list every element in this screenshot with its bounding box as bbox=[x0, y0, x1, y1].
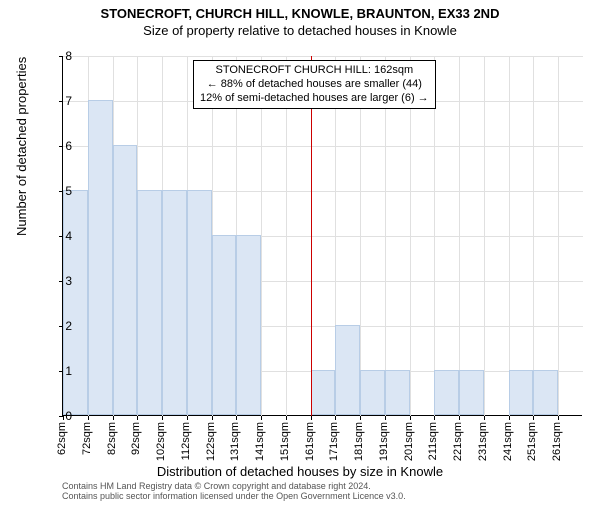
histogram-bar bbox=[236, 235, 261, 415]
xtick-label: 122sqm bbox=[205, 422, 217, 461]
xtick-label: 141sqm bbox=[254, 422, 266, 461]
gridline-v bbox=[558, 56, 559, 416]
plot-region: STONECROFT CHURCH HILL: 162sqm← 88% of d… bbox=[62, 56, 582, 416]
ytick-label: 8 bbox=[52, 49, 72, 63]
xtick-label: 211sqm bbox=[427, 422, 439, 460]
gridline-v bbox=[385, 56, 386, 416]
xtick-mark bbox=[509, 416, 510, 420]
annotation-line-2: ← 88% of detached houses are smaller (44… bbox=[200, 78, 429, 92]
ytick-label: 7 bbox=[52, 94, 72, 108]
attribution-footer: Contains HM Land Registry data © Crown c… bbox=[62, 482, 406, 502]
xtick-label: 261sqm bbox=[551, 422, 563, 461]
ytick-label: 3 bbox=[52, 274, 72, 288]
xtick-label: 171sqm bbox=[328, 422, 340, 461]
xtick-label: 151sqm bbox=[279, 422, 291, 461]
y-axis-label: Number of detached properties bbox=[14, 57, 29, 236]
xtick-mark bbox=[261, 416, 262, 420]
xtick-label: 251sqm bbox=[526, 422, 538, 461]
histogram-bar bbox=[360, 370, 385, 415]
xtick-mark bbox=[162, 416, 163, 420]
histogram-bar bbox=[187, 190, 212, 415]
gridline-v bbox=[484, 56, 485, 416]
page-subtitle: Size of property relative to detached ho… bbox=[0, 23, 600, 38]
histogram-bar bbox=[509, 370, 534, 415]
xtick-label: 231sqm bbox=[477, 422, 489, 461]
gridline-v bbox=[533, 56, 534, 416]
annotation-line-3: 12% of semi-detached houses are larger (… bbox=[200, 92, 429, 106]
xtick-mark bbox=[459, 416, 460, 420]
xtick-mark bbox=[335, 416, 336, 420]
xtick-label: 82sqm bbox=[106, 422, 118, 455]
histogram-bar bbox=[113, 145, 138, 415]
annotation-box: STONECROFT CHURCH HILL: 162sqm← 88% of d… bbox=[193, 60, 436, 109]
xtick-label: 221sqm bbox=[452, 422, 464, 461]
xtick-mark bbox=[360, 416, 361, 420]
xtick-label: 131sqm bbox=[229, 422, 241, 461]
gridline-h bbox=[63, 56, 583, 57]
gridline-v bbox=[360, 56, 361, 416]
gridline-h bbox=[63, 146, 583, 147]
histogram-bar bbox=[385, 370, 410, 415]
xtick-label: 191sqm bbox=[378, 422, 390, 461]
xtick-mark bbox=[484, 416, 485, 420]
histogram-bar bbox=[434, 370, 459, 415]
xtick-label: 181sqm bbox=[353, 422, 365, 461]
ytick-label: 5 bbox=[52, 184, 72, 198]
xtick-label: 201sqm bbox=[403, 422, 415, 461]
gridline-v bbox=[261, 56, 262, 416]
gridline-v bbox=[286, 56, 287, 416]
xtick-label: 161sqm bbox=[304, 422, 316, 461]
xtick-mark bbox=[434, 416, 435, 420]
chart-area: STONECROFT CHURCH HILL: 162sqm← 88% of d… bbox=[62, 56, 582, 416]
ytick-label: 2 bbox=[52, 319, 72, 333]
histogram-bar bbox=[137, 190, 162, 415]
ytick-label: 4 bbox=[52, 229, 72, 243]
histogram-bar bbox=[88, 100, 113, 415]
ytick-label: 1 bbox=[52, 364, 72, 378]
xtick-label: 72sqm bbox=[81, 422, 93, 455]
histogram-bar bbox=[162, 190, 187, 415]
histogram-bar bbox=[311, 370, 336, 415]
gridline-v bbox=[434, 56, 435, 416]
ytick-label: 0 bbox=[52, 409, 72, 423]
histogram-bar bbox=[212, 235, 237, 415]
gridline-v bbox=[410, 56, 411, 416]
x-axis-label: Distribution of detached houses by size … bbox=[0, 464, 600, 479]
footer-line-2: Contains public sector information licen… bbox=[62, 492, 406, 502]
xtick-mark bbox=[286, 416, 287, 420]
xtick-label: 62sqm bbox=[56, 422, 68, 455]
xtick-mark bbox=[558, 416, 559, 420]
xtick-mark bbox=[533, 416, 534, 420]
ytick-label: 6 bbox=[52, 139, 72, 153]
xtick-label: 92sqm bbox=[130, 422, 142, 455]
xtick-mark bbox=[212, 416, 213, 420]
xtick-mark bbox=[236, 416, 237, 420]
annotation-line-1: STONECROFT CHURCH HILL: 162sqm bbox=[200, 64, 429, 78]
page-main-title: STONECROFT, CHURCH HILL, KNOWLE, BRAUNTO… bbox=[0, 6, 600, 21]
histogram-bar bbox=[63, 190, 88, 415]
xtick-label: 102sqm bbox=[155, 422, 167, 461]
xtick-mark bbox=[88, 416, 89, 420]
xtick-mark bbox=[137, 416, 138, 420]
xtick-mark bbox=[187, 416, 188, 420]
xtick-label: 112sqm bbox=[180, 422, 192, 460]
gridline-v bbox=[509, 56, 510, 416]
histogram-bar bbox=[533, 370, 558, 415]
xtick-mark bbox=[385, 416, 386, 420]
xtick-label: 241sqm bbox=[502, 422, 514, 461]
histogram-bar bbox=[335, 325, 360, 415]
xtick-mark bbox=[311, 416, 312, 420]
reference-marker-line bbox=[311, 56, 312, 416]
histogram-bar bbox=[459, 370, 484, 415]
xtick-mark bbox=[113, 416, 114, 420]
gridline-v bbox=[459, 56, 460, 416]
xtick-mark bbox=[410, 416, 411, 420]
